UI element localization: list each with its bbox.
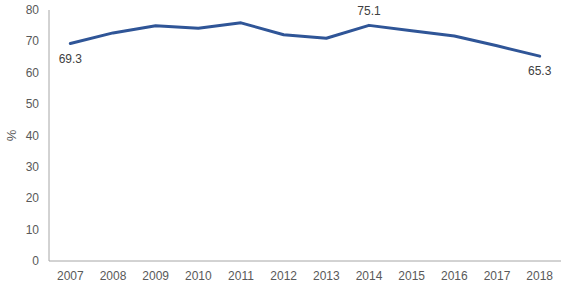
y-tick-label: 30: [26, 160, 40, 174]
x-tick-label: 2016: [441, 269, 468, 283]
y-tick-label: 80: [26, 3, 40, 17]
data-label: 75.1: [357, 4, 381, 18]
data-label: 69.3: [59, 52, 83, 66]
chart-svg: 0 10 20 30 40 50 60 70 80 2007 2008 2009 2010 2011 201…: [0, 0, 567, 291]
data-line: [70, 23, 539, 56]
y-tick-label: 0: [32, 254, 39, 268]
chart-container: 0 10 20 30 40 50 60 70 80 2007 2008 2009 2010 2011 201…: [0, 0, 567, 291]
x-tick-label: 2008: [100, 269, 127, 283]
x-tick-label: 2013: [313, 269, 340, 283]
plot-area: [70, 23, 539, 56]
data-label: 65.3: [528, 64, 552, 78]
x-tick-label: 2012: [270, 269, 297, 283]
y-tick-label: 20: [26, 191, 40, 205]
x-tick-label: 2011: [228, 269, 254, 283]
x-tick-label: 2010: [185, 269, 212, 283]
x-tick-label: 2009: [142, 269, 169, 283]
x-tick-label: 2017: [484, 269, 511, 283]
y-tick-label: 10: [26, 223, 40, 237]
y-tick-label: 40: [26, 129, 40, 143]
x-axis: [49, 261, 561, 262]
y-tick-label: 60: [26, 66, 40, 80]
y-axis-label: %: [4, 129, 19, 141]
y-tick-label: 70: [26, 34, 40, 48]
x-tick-label: 2015: [398, 269, 425, 283]
y-tick-label: 50: [26, 97, 40, 111]
x-tick-label: 2018: [526, 269, 553, 283]
x-tick-label: 2007: [57, 269, 84, 283]
x-tick-label: 2014: [356, 269, 383, 283]
y-axis: [49, 10, 50, 261]
